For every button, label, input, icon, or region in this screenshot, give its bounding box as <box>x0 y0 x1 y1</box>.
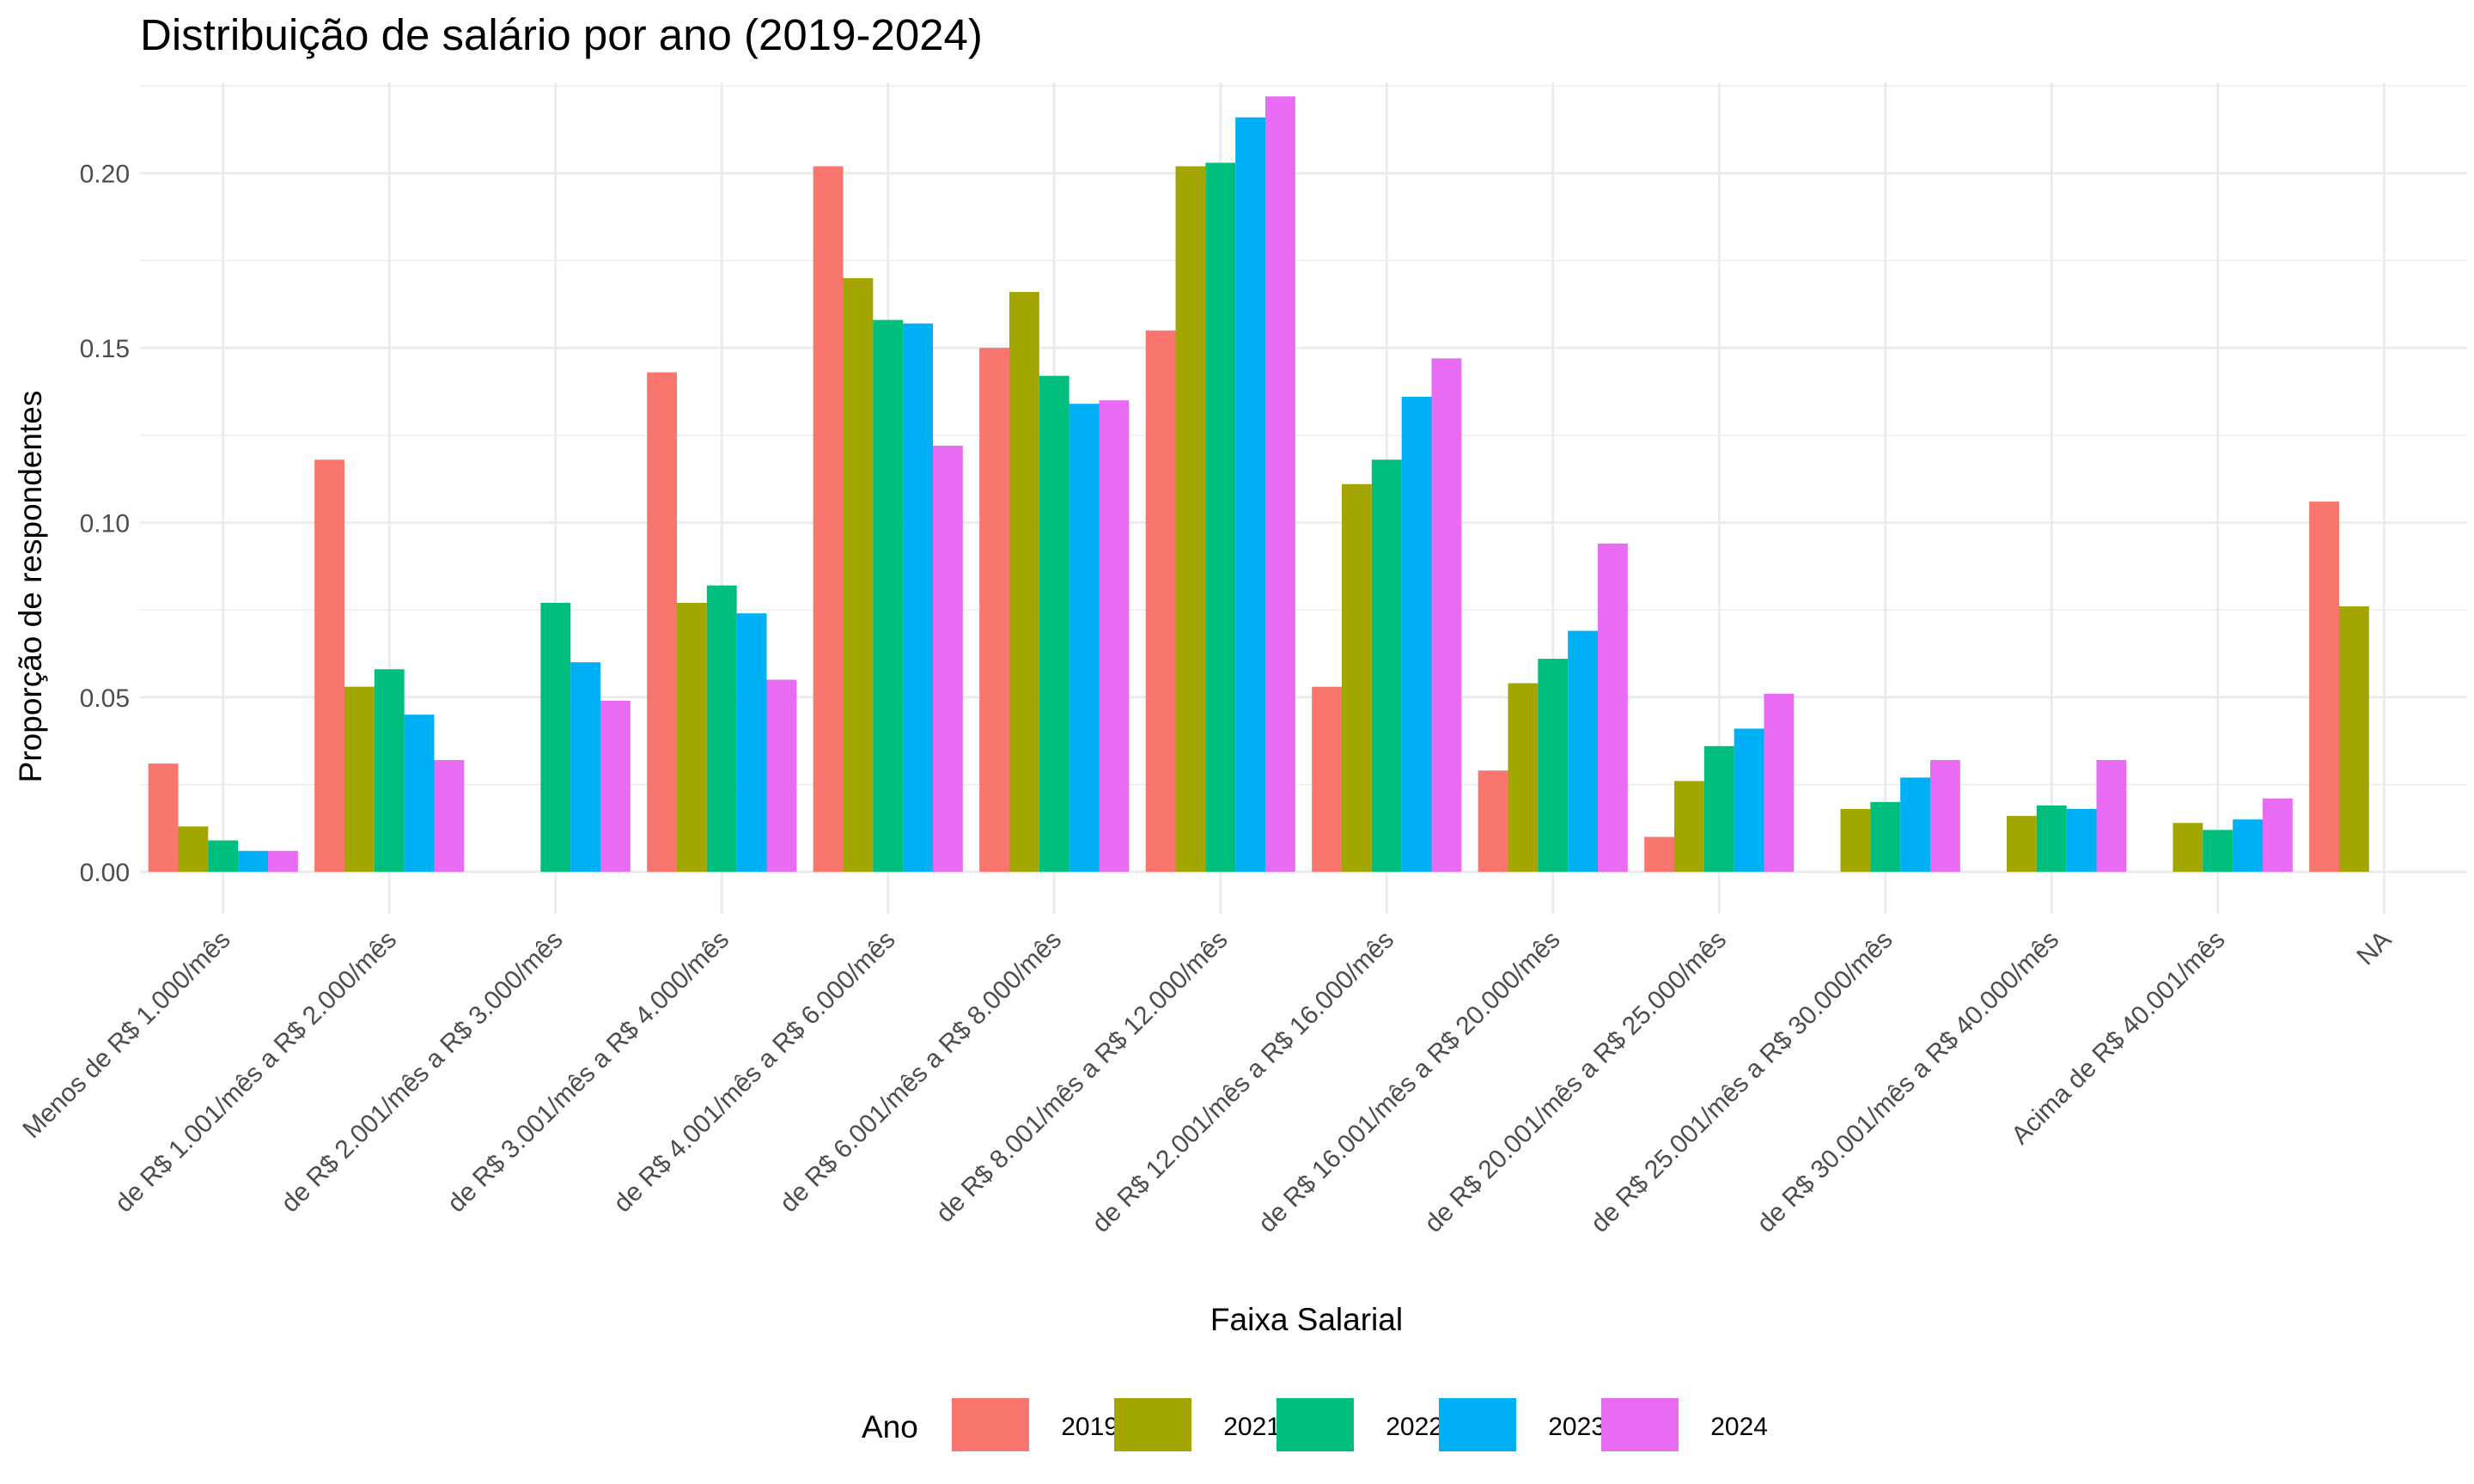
bar-2023-cat-6 <box>1235 117 1265 873</box>
x-tick-label: de R$ 6.001/mês a R$ 8.000/mês <box>775 926 1068 1219</box>
bar-2022-cat-8 <box>1538 659 1569 873</box>
bar-2023-cat-8 <box>1568 630 1598 873</box>
bar-2024-cat-6 <box>1264 96 1295 873</box>
bar-2019-cat-5 <box>979 348 1010 873</box>
x-tick-label: de R$ 25.001/mês a R$ 30.000/mês <box>1586 926 1898 1238</box>
legend-key-2024 <box>1601 1398 1679 1451</box>
bar-2023-cat-4 <box>903 323 933 873</box>
y-tick-label: 0.20 <box>80 161 130 189</box>
bar-2021-cat-11 <box>2007 816 2037 873</box>
y-tick-label: 0.00 <box>80 859 130 887</box>
chart-title: Distribuição de salário por ano (2019-20… <box>140 10 983 59</box>
y-axis-title: Proporção de respondentes <box>13 391 48 783</box>
x-tick-label: NA <box>2351 926 2397 971</box>
x-axis-title: Faixa Salarial <box>1210 1302 1403 1337</box>
y-tick-label: 0.05 <box>80 684 130 713</box>
bar-2019-cat-9 <box>1644 836 1675 873</box>
legend: Ano 2019 2021 2022 2023 2024 <box>862 1398 1768 1451</box>
bar-2024-cat-11 <box>2096 760 2127 873</box>
bar-2023-cat-7 <box>1401 397 1432 873</box>
legend-label-2021: 2021 <box>1223 1413 1281 1441</box>
bar-2024-cat-1 <box>434 760 465 873</box>
bar-2019-cat-3 <box>647 372 678 873</box>
y-axis-ticks: 0.00 0.05 0.10 0.15 0.20 <box>80 161 130 887</box>
bar-2021-cat-6 <box>1175 166 1206 873</box>
bar-2023-cat-11 <box>2066 808 2097 873</box>
bar-2021-cat-0 <box>178 826 209 873</box>
bar-2024-cat-10 <box>1929 760 1960 873</box>
bar-2024-cat-9 <box>1764 693 1795 873</box>
bar-2022-cat-2 <box>540 603 571 873</box>
bar-2023-cat-9 <box>1734 728 1764 873</box>
bar-2022-cat-5 <box>1039 375 1069 873</box>
bar-2019-cat-7 <box>1312 686 1343 873</box>
x-tick-label: de R$ 20.001/mês a R$ 25.000/mês <box>1419 926 1732 1238</box>
bar-2024-cat-12 <box>2262 798 2293 873</box>
bar-2024-cat-5 <box>1099 400 1130 873</box>
y-tick-label: 0.15 <box>80 335 130 363</box>
bar-2019-cat-8 <box>1478 770 1508 873</box>
bar-2021-cat-10 <box>1840 808 1871 873</box>
x-tick-label: de R$ 16.001/mês a R$ 20.000/mês <box>1253 926 1566 1238</box>
bar-2022-cat-3 <box>706 585 737 873</box>
legend-label-2019: 2019 <box>1061 1413 1118 1441</box>
bar-2023-cat-12 <box>2233 819 2263 873</box>
bar-2021-cat-1 <box>344 686 375 873</box>
bar-2021-cat-9 <box>1674 781 1704 873</box>
bar-2019-cat-6 <box>1145 330 1176 873</box>
bar-2023-cat-0 <box>238 850 268 873</box>
x-tick-label: de R$ 1.001/mês a R$ 2.000/mês <box>110 926 403 1219</box>
legend-key-2023 <box>1439 1398 1516 1451</box>
bar-2022-cat-0 <box>208 840 239 873</box>
bar-2024-cat-4 <box>932 445 963 873</box>
legend-key-2022 <box>1277 1398 1354 1451</box>
bar-2021-cat-3 <box>677 603 707 873</box>
bars <box>148 96 2369 873</box>
bar-2019-cat-13 <box>2309 502 2340 873</box>
legend-key-2021 <box>1114 1398 1191 1451</box>
bar-2022-cat-9 <box>1703 745 1734 873</box>
x-tick-label: de R$ 3.001/mês a R$ 4.000/mês <box>442 926 735 1219</box>
bar-2019-cat-1 <box>314 459 345 873</box>
x-tick-label: de R$ 30.001/mês a R$ 40.000/mês <box>1752 926 2064 1238</box>
x-tick-label: de R$ 12.001/mês a R$ 16.000/mês <box>1087 926 1399 1238</box>
legend-label-2022: 2022 <box>1386 1413 1443 1441</box>
bar-2023-cat-10 <box>1900 777 1930 873</box>
bar-2023-cat-5 <box>1069 404 1100 873</box>
bar-2022-cat-1 <box>374 669 405 873</box>
bar-2022-cat-11 <box>2036 805 2067 873</box>
legend-key-2019 <box>952 1398 1029 1451</box>
y-tick-label: 0.10 <box>80 509 130 538</box>
bar-2022-cat-7 <box>1371 459 1402 873</box>
bar-2023-cat-2 <box>570 662 600 873</box>
x-tick-label: de R$ 2.001/mês a R$ 3.000/mês <box>276 926 569 1219</box>
bar-2022-cat-6 <box>1205 162 1236 873</box>
bar-2021-cat-7 <box>1342 484 1372 873</box>
bar-2019-cat-0 <box>148 763 179 873</box>
bar-2022-cat-4 <box>873 319 904 873</box>
bar-2024-cat-3 <box>766 679 797 873</box>
bar-2024-cat-0 <box>267 850 298 873</box>
bar-2022-cat-12 <box>2203 830 2233 873</box>
bar-2019-cat-4 <box>813 166 844 873</box>
legend-label-2023: 2023 <box>1548 1413 1606 1441</box>
bar-2022-cat-10 <box>1870 801 1901 873</box>
legend-title: Ano <box>862 1409 918 1444</box>
bar-2024-cat-8 <box>1597 543 1628 873</box>
legend-label-2024: 2024 <box>1710 1413 1768 1441</box>
bar-2021-cat-4 <box>843 277 874 873</box>
bar-2024-cat-7 <box>1431 358 1462 873</box>
bar-2021-cat-5 <box>1009 292 1039 873</box>
bar-2023-cat-3 <box>736 613 767 873</box>
bar-2021-cat-8 <box>1508 683 1539 873</box>
bar-2023-cat-1 <box>404 715 435 873</box>
bar-2021-cat-12 <box>2172 823 2203 873</box>
x-tick-label: de R$ 8.001/mês a R$ 12.000/mês <box>930 926 1233 1228</box>
bar-2024-cat-2 <box>600 700 631 873</box>
x-tick-label: de R$ 4.001/mês a R$ 6.000/mês <box>608 926 901 1219</box>
bar-2021-cat-13 <box>2339 606 2369 873</box>
